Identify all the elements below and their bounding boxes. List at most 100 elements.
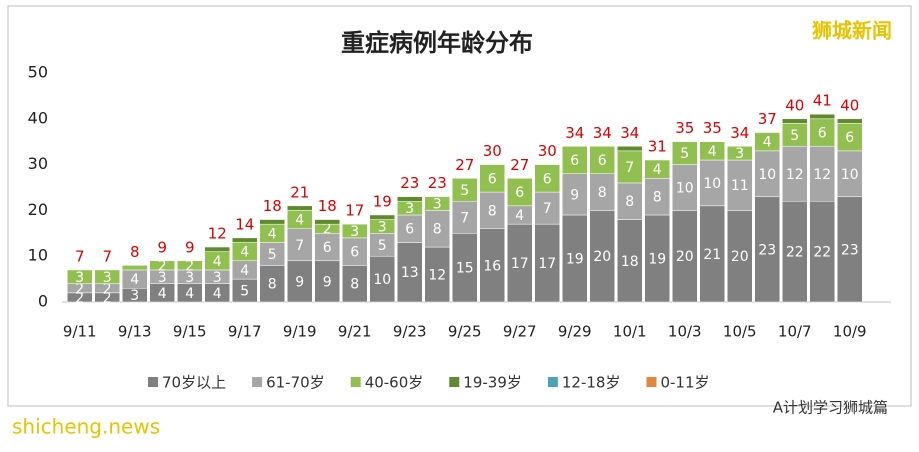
total-label: 30	[538, 142, 557, 160]
bar-segment	[342, 223, 368, 239]
footer-right: A计划学习狮城篇	[773, 399, 888, 417]
bar-segment	[754, 196, 780, 303]
segment-label: 7	[460, 210, 469, 226]
x-tick-label: 9/23	[393, 323, 427, 341]
bar-segment	[644, 214, 670, 303]
segment-label: 20	[593, 249, 611, 265]
bar-segment	[149, 260, 175, 271]
segment-label: 2	[103, 281, 112, 297]
segment-label: 4	[240, 263, 249, 279]
legend-swatch	[148, 377, 158, 387]
bar-segment	[589, 173, 615, 211]
segment-label: 7	[625, 160, 634, 176]
segment-label: 20	[731, 249, 749, 265]
bar-segment	[94, 269, 120, 284]
segment-label: 6	[515, 185, 524, 201]
total-label: 14	[235, 215, 254, 233]
bar-segment	[369, 214, 395, 220]
bar-segment	[287, 228, 313, 262]
bar-segment	[314, 219, 340, 225]
x-tick-label: 9/19	[283, 323, 317, 341]
bar-segment	[452, 233, 478, 303]
bar-segment	[342, 237, 368, 266]
bar-segment	[589, 210, 615, 303]
segment-label: 20	[676, 249, 694, 265]
x-tick-label: 9/17	[228, 323, 262, 341]
segment-label: 4	[185, 286, 194, 302]
segment-label: 4	[268, 226, 277, 242]
x-tick-label: 9/11	[63, 323, 97, 341]
bar-segment	[727, 146, 753, 161]
bar-segment	[562, 173, 588, 216]
segment-label: 2	[75, 281, 84, 297]
segment-label: 4	[653, 162, 662, 178]
total-label: 9	[157, 238, 167, 256]
segment-label: 4	[158, 286, 167, 302]
segment-label: 16	[483, 258, 501, 274]
segment-label: 6	[845, 130, 854, 146]
total-label: 34	[565, 124, 584, 142]
segment-label: 2	[158, 258, 167, 274]
segment-label: 11	[731, 178, 749, 194]
segment-label: 3	[433, 197, 442, 213]
legend-label: 70岁以上	[162, 374, 226, 392]
segment-label: 8	[268, 277, 277, 293]
segment-label: 3	[378, 219, 387, 235]
total-label: 31	[648, 138, 667, 156]
legend-swatch	[646, 377, 657, 387]
total-label: 35	[703, 119, 722, 137]
bar-segment	[782, 118, 808, 124]
bar-segment	[644, 159, 670, 179]
segment-label: 23	[841, 242, 859, 258]
bar-segment	[204, 246, 230, 252]
segment-label: 15	[456, 261, 474, 277]
segment-label: 19	[648, 251, 666, 267]
bar-segment	[754, 150, 780, 197]
total-label: 7	[75, 247, 85, 265]
segment-label: 7	[295, 238, 304, 254]
legend-swatch	[252, 377, 263, 387]
bar-segment	[397, 196, 423, 202]
total-label: 7	[102, 247, 112, 265]
total-label: 23	[428, 174, 447, 192]
bar-segment	[452, 200, 478, 234]
segment-label: 7	[543, 201, 552, 217]
y-tick-label: 0	[38, 292, 48, 311]
legend-swatch	[350, 377, 361, 387]
total-label: 8	[130, 243, 140, 261]
bar-segment	[397, 242, 423, 303]
y-tick-label: 40	[28, 108, 48, 127]
segment-label: 17	[538, 256, 556, 272]
bar-segment	[534, 164, 560, 193]
segment-label: 5	[680, 146, 689, 162]
legend-label: 12-18岁	[562, 374, 621, 392]
x-tick-label: 10/7	[778, 323, 812, 341]
segment-label: 6	[405, 222, 414, 238]
segment-label: 2	[75, 290, 84, 306]
segment-label: 9	[323, 274, 332, 290]
segment-label: 10	[841, 167, 859, 183]
x-tick-label: 9/21	[338, 323, 372, 341]
footer-left: shicheng.news	[12, 415, 160, 439]
segment-label: 6	[570, 153, 579, 169]
segment-label: 5	[240, 284, 249, 300]
segment-label: 12	[786, 167, 804, 183]
total-label: 18	[263, 197, 282, 215]
bar-segment	[837, 123, 863, 152]
total-label: 12	[208, 225, 227, 243]
segment-label: 10	[373, 272, 391, 288]
total-label: 23	[400, 174, 419, 192]
total-label: 18	[318, 197, 337, 215]
bar-segment	[837, 196, 863, 303]
segment-label: 21	[703, 247, 721, 263]
bar-segment	[507, 223, 533, 303]
total-label: 19	[373, 192, 392, 210]
bar-segment	[397, 214, 423, 243]
x-tick-label: 10/3	[668, 323, 702, 341]
segment-label: 6	[350, 245, 359, 261]
segment-label: 8	[488, 203, 497, 219]
x-tick-label: 9/29	[558, 323, 592, 341]
legend-label: 0-11岁	[660, 374, 709, 392]
total-label: 30	[483, 142, 502, 160]
segment-label: 5	[378, 238, 387, 254]
